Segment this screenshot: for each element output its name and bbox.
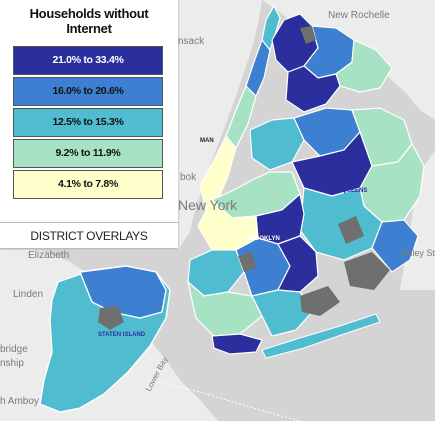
queens-west[interactable] <box>249 117 305 171</box>
legend-panel: Households without Internet 21.0% to 33.… <box>0 0 178 248</box>
label-brooklyn: BROOKLYN <box>246 236 280 242</box>
label-nsack: nsack <box>178 36 205 47</box>
bronx-east[interactable] <box>335 39 393 93</box>
district-overlays-button[interactable]: DISTRICT OVERLAYS <box>0 222 178 249</box>
route-line <box>149 379 301 421</box>
jamaica-bay <box>300 286 340 316</box>
brooklyn-east[interactable] <box>277 235 319 293</box>
label-manhattan: MAN <box>200 138 214 144</box>
label-nship: nship <box>0 358 24 369</box>
staten-island-north[interactable] <box>79 265 167 319</box>
brooklyn-coney[interactable] <box>211 333 263 355</box>
label-linden: Linden <box>13 289 43 300</box>
manhattan-tip[interactable] <box>261 4 281 52</box>
legend-title-line1: Households without <box>29 6 149 21</box>
label-elizabeth: Elizabeth <box>28 250 69 261</box>
legend-bin-2[interactable]: 16.0% to 20.6% <box>13 77 163 106</box>
queens-southeast[interactable] <box>371 219 419 273</box>
label-new-rochelle: New Rochelle <box>328 10 390 21</box>
rockaway[interactable] <box>261 313 381 359</box>
legend-bin-5[interactable]: 4.1% to 7.8% <box>13 170 163 199</box>
label-bridge: bridge <box>0 344 28 355</box>
legend-title: Households without Internet <box>0 6 178 36</box>
prospect-park <box>238 252 256 272</box>
jfk-airport <box>344 252 390 290</box>
label-valley-stream: Valley Str <box>400 248 435 258</box>
bronx-south[interactable] <box>285 65 341 113</box>
bronx-park <box>300 26 316 44</box>
legend-title-line2: Internet <box>66 21 112 36</box>
legend-bin-4[interactable]: 9.2% to 11.9% <box>13 139 163 168</box>
label-queens: QUEENS <box>342 188 367 194</box>
brooklyn-southeast[interactable] <box>251 289 313 337</box>
legend-bin-1[interactable]: 21.0% to 33.4% <box>13 46 163 75</box>
label-hoboken: bok <box>180 172 197 183</box>
label-staten-island: STATEN ISLAND <box>98 332 146 338</box>
label-amboy: h Amboy <box>0 396 39 407</box>
westchester-land <box>262 0 435 120</box>
label-new-york: New York <box>178 197 238 213</box>
staten-island-park <box>98 306 124 330</box>
queens-park <box>338 216 364 244</box>
legend-bin-3[interactable]: 12.5% to 15.3% <box>13 108 163 137</box>
